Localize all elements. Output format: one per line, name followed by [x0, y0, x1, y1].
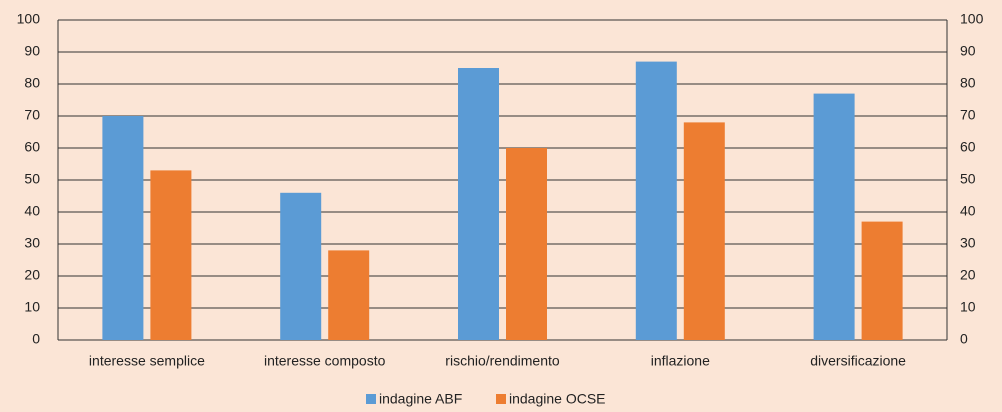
y-tick-label: 100: [17, 11, 41, 27]
bar: [813, 93, 855, 340]
y-tick-label: 20: [24, 267, 40, 283]
y-tick-label: 30: [24, 235, 40, 251]
y2-tick-label: 50: [960, 171, 976, 187]
y2-tick-label: 80: [960, 75, 976, 91]
y-tick-label: 60: [24, 139, 40, 155]
y2-tick-label: 10: [960, 299, 976, 315]
y-tick-label: 50: [24, 171, 40, 187]
bar: [458, 68, 499, 340]
y-tick-label: 80: [24, 75, 40, 91]
bar: [635, 61, 677, 340]
legend-label: indagine ABF: [379, 391, 462, 407]
y2-tick-label: 30: [960, 235, 976, 251]
x-tick-label: rischio/rendimento: [445, 353, 560, 369]
legend-label: indagine OCSE: [509, 391, 606, 407]
bar: [861, 221, 903, 340]
y2-tick-label: 20: [960, 267, 976, 283]
legend-swatch: [496, 394, 506, 404]
y2-tick-label: 90: [960, 43, 976, 59]
y-tick-label: 70: [24, 107, 40, 123]
y2-tick-label: 0: [960, 331, 968, 347]
x-tick-label: inflazione: [651, 353, 710, 369]
bar: [150, 170, 192, 340]
y2-tick-label: 70: [960, 107, 976, 123]
bar: [280, 192, 322, 340]
y-tick-label: 0: [32, 331, 40, 347]
x-tick-label: interesse semplice: [89, 353, 205, 369]
bar: [506, 148, 547, 340]
bar: [102, 116, 144, 340]
bar: [328, 250, 370, 340]
x-tick-label: diversificazione: [810, 353, 906, 369]
y-tick-label: 90: [24, 43, 40, 59]
y2-tick-label: 40: [960, 203, 976, 219]
x-tick-label: interesse composto: [264, 353, 386, 369]
y-tick-label: 40: [24, 203, 40, 219]
y2-tick-label: 60: [960, 139, 976, 155]
bar: [683, 122, 725, 341]
y-tick-label: 10: [24, 299, 40, 315]
y2-tick-label: 100: [960, 11, 984, 27]
legend-swatch: [366, 394, 376, 404]
